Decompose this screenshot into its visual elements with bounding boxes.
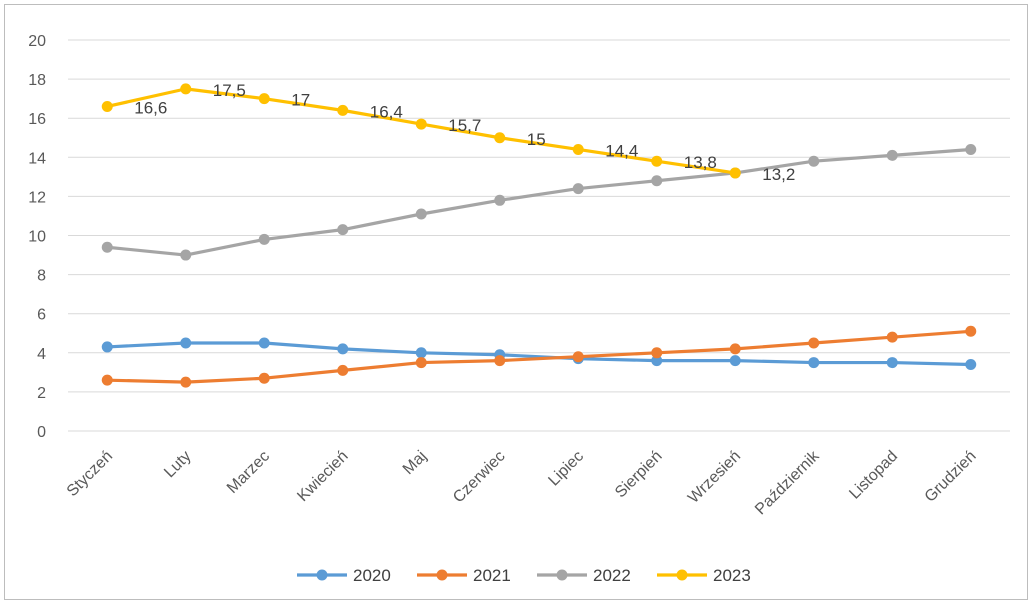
data-labels: 16,6 17,5 17 16,4 15,7 15 14,4 13,8 13,2	[134, 81, 795, 184]
data-point-2020	[101, 341, 113, 353]
legend-label-2022: 2022	[593, 566, 631, 585]
y-tick-label: 16	[28, 111, 46, 128]
legend-label-2020: 2020	[353, 566, 391, 585]
legend-marker-2020	[316, 569, 328, 581]
data-point-2020	[729, 355, 741, 367]
data-label: 15,7	[448, 116, 481, 135]
y-tick-label: 20	[28, 33, 46, 50]
data-label: 17,5	[213, 81, 246, 100]
data-point-2023	[415, 118, 427, 130]
data-point-2023	[101, 100, 113, 112]
data-point-2020	[886, 357, 898, 369]
data-point-2023	[729, 167, 741, 179]
legend: 2020 2021 2022 2023	[297, 566, 751, 585]
y-tick-label: 6	[37, 307, 46, 324]
data-label: 13,8	[684, 153, 717, 172]
data-label: 13,2	[762, 165, 795, 184]
y-tick-label: 4	[37, 346, 46, 363]
x-category-label: Listopad	[846, 448, 901, 503]
data-point-2022	[808, 155, 820, 167]
data-label: 17	[291, 91, 310, 110]
data-point-2021	[965, 325, 977, 337]
series-line-2021	[105, 329, 973, 384]
data-label: 15	[527, 130, 546, 149]
data-point-2021	[729, 343, 741, 355]
data-point-2022	[494, 194, 506, 206]
series-lines	[101, 83, 977, 388]
data-label: 16,6	[134, 98, 167, 117]
data-point-2021	[494, 355, 506, 367]
data-point-2023	[258, 93, 270, 105]
data-point-2022	[101, 241, 113, 253]
data-point-2020	[651, 355, 663, 367]
series-line-2020	[105, 341, 973, 367]
data-point-2020	[180, 337, 192, 349]
data-point-2022	[337, 224, 349, 236]
data-point-2023	[494, 132, 506, 144]
y-tick-label: 2	[37, 385, 46, 402]
data-point-2021	[258, 372, 270, 384]
data-point-2023	[337, 104, 349, 116]
x-category-label: Wrzesień	[685, 448, 744, 507]
data-point-2023	[572, 143, 584, 155]
legend-label-2021: 2021	[473, 566, 511, 585]
x-category-label: Kwiecień	[294, 448, 351, 505]
x-category-label: Styczeń	[64, 448, 116, 500]
x-category-label: Luty	[161, 448, 194, 481]
y-axis-ticks: 0 2 4 6 8 10 12 14 16 18 20	[28, 33, 46, 441]
data-point-2020	[337, 343, 349, 355]
data-point-2023	[651, 155, 663, 167]
data-point-2020	[808, 357, 820, 369]
data-label: 14,4	[605, 141, 638, 160]
data-point-2021	[808, 337, 820, 349]
data-point-2022	[886, 149, 898, 161]
gridlines	[68, 39, 1010, 432]
y-tick-label: 8	[37, 268, 46, 285]
data-point-2021	[180, 376, 192, 388]
legend-marker-2022	[556, 569, 568, 581]
legend-marker-2021	[436, 569, 448, 581]
legend-marker-2023	[676, 569, 688, 581]
x-category-label: Październik	[752, 447, 823, 518]
data-point-2021	[101, 374, 113, 386]
x-axis-categories: Styczeń Luty Marzec Kwiecień Maj Czerwiec Lipi…	[64, 447, 980, 518]
data-point-2022	[415, 208, 427, 220]
y-tick-label: 10	[28, 229, 46, 246]
data-point-2022	[258, 233, 270, 245]
data-point-2021	[651, 347, 663, 359]
data-point-2022	[651, 175, 663, 187]
data-point-2023	[180, 83, 192, 95]
y-tick-label: 0	[37, 424, 46, 441]
data-label: 16,4	[370, 102, 403, 121]
x-category-label: Sierpień	[612, 448, 666, 502]
data-point-2020	[965, 359, 977, 371]
chart-frame	[4, 4, 1028, 600]
data-point-2020	[258, 337, 270, 349]
data-point-2021	[337, 364, 349, 376]
series-line-2023	[105, 87, 737, 175]
data-point-2021	[415, 357, 427, 369]
x-category-label: Maj	[400, 448, 430, 478]
series-line-2022	[105, 147, 973, 257]
x-category-label: Marzec	[224, 448, 273, 497]
data-point-2022	[180, 249, 192, 261]
data-point-2022	[965, 143, 977, 155]
data-point-2022	[572, 183, 584, 195]
y-tick-label: 14	[28, 150, 46, 167]
data-point-2021	[572, 351, 584, 363]
data-point-2020	[415, 347, 427, 359]
y-tick-label: 18	[28, 72, 46, 89]
x-category-label: Czerwiec	[450, 448, 509, 507]
legend-label-2023: 2023	[713, 566, 751, 585]
y-tick-label: 12	[28, 189, 46, 206]
data-point-2021	[886, 331, 898, 343]
x-category-label: Lipiec	[545, 448, 587, 490]
x-category-label: Grudzień	[922, 448, 980, 506]
